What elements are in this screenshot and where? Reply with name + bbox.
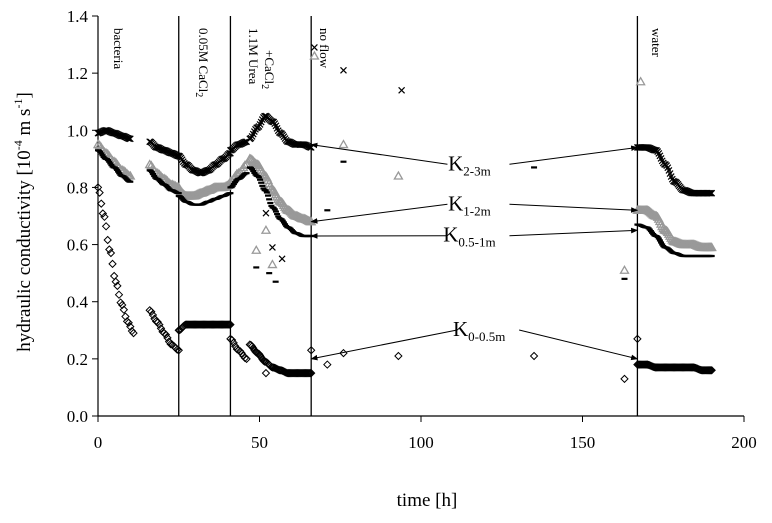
data-point-triangle (394, 172, 402, 179)
data-point-triangle (262, 226, 270, 233)
phase-label-urea: 1.1M Urea (246, 28, 261, 85)
y-tick-label: 0.8 (67, 178, 88, 197)
y-axis-label: hydraulic conductivity [10-4 m s-1] (11, 92, 35, 352)
x-tick-label: 150 (570, 433, 596, 452)
data-point-x (263, 210, 269, 216)
annotation-arrow (311, 330, 457, 359)
series-label: K1-2m (448, 191, 491, 218)
data-point-triangle (339, 141, 347, 148)
x-tick-label: 0 (94, 433, 103, 452)
data-point-diamond (104, 236, 111, 243)
data-point-diamond (262, 370, 269, 377)
data-point-triangle (252, 246, 260, 253)
x-tick-label: 50 (251, 433, 268, 452)
annotation-arrow (311, 145, 447, 165)
annotation-arrow (519, 330, 637, 359)
annotation-arrow (509, 147, 637, 164)
x-axis-label: time [h] (397, 490, 458, 511)
data-point-x (340, 67, 346, 73)
series-label: K0.5-1m (443, 223, 495, 250)
y-tick-label: 1.0 (67, 121, 88, 140)
phase-labels: bacteria 0.05M CaCl2 1.1M Urea +CaCl2 no… (111, 28, 664, 97)
data-point-diamond (107, 250, 114, 257)
data-point-diamond (106, 246, 113, 253)
data-point-diamond (531, 353, 538, 360)
phase-label-bacteria: bacteria (111, 28, 126, 69)
series-annotations: K2-3m K1-2m K0.5-1m K0-0.5m (311, 145, 637, 359)
phase-label-cacl2: 0.05M CaCl2 (193, 28, 211, 97)
data-point-diamond (103, 223, 110, 230)
data-points (94, 44, 716, 382)
data-point-diamond (621, 375, 628, 382)
y-tick-label: 0.6 (67, 236, 88, 255)
y-tick-label: 0.2 (67, 350, 88, 369)
x-tick-label: 100 (408, 433, 434, 452)
y-tick-label: 1.4 (67, 7, 89, 26)
series-label: K0-0.5m (453, 317, 505, 344)
data-point-triangle (268, 261, 276, 268)
axes: 0.0 0.2 0.4 0.6 0.8 1.0 1.2 1.4 0 50 100 150 200 (67, 7, 757, 452)
phase-label-noflow: no flow (317, 28, 332, 69)
data-point-triangle (620, 266, 628, 273)
data-point-diamond (109, 260, 116, 267)
phase-label-water: water (649, 28, 664, 58)
data-point-x (269, 244, 275, 250)
y-tick-label: 0.4 (67, 293, 89, 312)
data-point-x (279, 256, 285, 262)
series-label: K2-3m (448, 151, 491, 178)
y-tick-label: 1.2 (67, 64, 88, 83)
y-tick-label: 0.0 (67, 407, 88, 426)
data-point-diamond (395, 353, 402, 360)
data-point-x (311, 44, 317, 50)
data-point-diamond (115, 291, 122, 298)
data-point-diamond (324, 361, 331, 368)
annotation-arrow (311, 204, 447, 221)
annotation-arrow (509, 230, 637, 235)
data-point-diamond (98, 200, 105, 207)
data-point-x (399, 87, 405, 93)
x-tick-label: 200 (731, 433, 757, 452)
annotation-arrow (509, 204, 637, 210)
